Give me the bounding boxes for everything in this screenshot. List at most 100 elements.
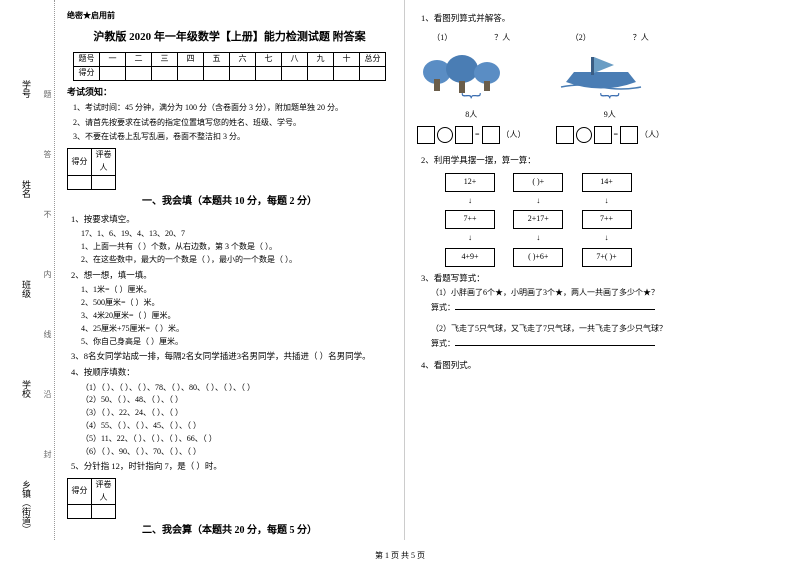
calc-col-b: ( )+ ↓ 2+17+ ↓ ( )+6+	[513, 170, 563, 270]
ca2: 7++	[445, 210, 495, 229]
arrow-icon: ↓	[582, 195, 632, 208]
bind-town: 乡镇（街道）	[20, 480, 33, 534]
bind-mark-e: 答	[42, 150, 53, 158]
notice-1: 1、考试时间：45 分钟，满分为 100 分（含卷面分 3 分），附加题单独 2…	[73, 102, 392, 115]
r1-q1: ？人	[494, 33, 510, 42]
q2: 2、想一想，填一填。	[71, 269, 392, 283]
r1: 1、看图列算式并解答。	[421, 12, 743, 26]
mini-score: 得分	[68, 149, 92, 176]
th-4: 四	[178, 53, 204, 67]
exam-page: 乡镇（街道） 学校 班级 姓名 学号 封 沿 线 内 不 答 题 绝密★启用前 …	[0, 0, 800, 540]
q4-5: （5）11、22、（ ）、（ ）、（ ）、66、（ ）	[81, 433, 392, 446]
q4-6: （6）（ ）、90、（ ）、70、（ ）、（ ）	[81, 446, 392, 459]
th-9: 九	[308, 53, 334, 67]
left-column: 绝密★启用前 沪教版 2020 年一年级数学【上册】能力检测试题 附答案 题号 …	[55, 0, 405, 540]
q2-sub2: 2、500厘米=（ ）米。	[81, 297, 392, 310]
exam-title: 沪教版 2020 年一年级数学【上册】能力检测试题 附答案	[67, 29, 392, 47]
arrow-icon: ↓	[513, 232, 563, 245]
unit-2: （人）	[640, 130, 664, 139]
q2-sub3: 3、4米20厘米=（ ）厘米。	[81, 310, 392, 323]
notice-2: 2、请首先按要求在试卷的指定位置填写您的姓名、班级、学号。	[73, 117, 392, 130]
bind-mark-b: 线	[42, 330, 53, 338]
th-2: 二	[126, 53, 152, 67]
section-1-title: 一、我会填（本题共 10 分，每题 2 分）	[67, 194, 392, 210]
cc2: 7++	[582, 210, 632, 229]
q4-1: （1）（ ）、（ ）、（ ）、78、（ ）、80、（ ）、（ ）、（ ）	[81, 382, 392, 395]
ca1: 12+	[445, 173, 495, 192]
unit-1: （人）	[502, 130, 526, 139]
binding-margin: 乡镇（街道） 学校 班级 姓名 学号 封 沿 线 内 不 答 题	[0, 0, 55, 540]
ans-label: 算式：	[431, 303, 455, 312]
bind-class: 班级	[20, 280, 33, 298]
boat-icon	[556, 47, 646, 97]
blank-sq	[417, 126, 435, 144]
calc-col-c: 14+ ↓ 7++ ↓ 7+( )+	[582, 170, 632, 270]
tree-drawing	[417, 44, 507, 99]
q2-sub4: 4、25厘米+75厘米=（ ）米。	[81, 323, 392, 336]
blank-op	[437, 127, 453, 143]
eq-row-1: = （人）	[417, 126, 526, 144]
arrow-icon: ↓	[445, 195, 495, 208]
arrow-icon: ↓	[582, 232, 632, 245]
secret-label: 绝密★启用前	[67, 10, 392, 23]
th-8: 八	[282, 53, 308, 67]
img-box-1: （1） ？人 ︸ 8人 =	[417, 32, 526, 149]
notice-3: 3、不要在试卷上乱写乱画，卷面不整洁扣 3 分。	[73, 131, 392, 144]
cc1: 14+	[582, 173, 632, 192]
cb3: ( )+6+	[513, 248, 563, 267]
r3-ans2: 算式：	[431, 336, 743, 351]
ca3: 4+9+	[445, 248, 495, 267]
eq-row-2: = （人）	[556, 126, 665, 144]
answer-line	[455, 336, 655, 346]
notice-title: 考试须知：	[67, 85, 392, 99]
r2: 2、利用学具摆一摆，算一算：	[421, 154, 743, 168]
ans-label: 算式：	[431, 339, 455, 348]
blank-sq	[594, 126, 612, 144]
calc-col-a: 12+ ↓ 7++ ↓ 4+9+	[445, 170, 495, 270]
bind-mark-a: 封	[42, 450, 53, 458]
brace-2: ︸	[556, 99, 665, 109]
tree-icon	[417, 47, 507, 97]
r4: 4、看图列式。	[421, 359, 743, 373]
section-2-title: 二、我会算（本题共 20 分，每题 5 分）	[67, 523, 392, 539]
calc-grid: 12+ ↓ 7++ ↓ 4+9+ ( )+ ↓ 2+17+ ↓ ( )+6+ 1…	[437, 170, 743, 270]
th-11: 总分	[360, 53, 386, 67]
th-1: 一	[100, 53, 126, 67]
mini-grader-2: 评卷人	[92, 478, 116, 505]
blank-op	[576, 127, 592, 143]
q3: 3、8名女同学站成一排，每隔2名女同学插进3名男同学，共插进（ ）名男同学。	[71, 350, 392, 364]
r1-8: 8人	[417, 109, 526, 122]
q4-3: （3）（ ）、22、24、（ ）、（ ）	[81, 407, 392, 420]
brace-1: ︸	[417, 99, 526, 109]
arrow-icon: ↓	[445, 232, 495, 245]
blank-sq	[620, 126, 638, 144]
r1-q2: ？人	[633, 33, 649, 42]
mini-score-2: 得分	[68, 478, 92, 505]
boat-drawing	[556, 44, 646, 99]
q5: 5、分针指 12，时针指向 7，是（ ）时。	[71, 460, 392, 474]
bind-name: 姓名	[20, 180, 33, 198]
q4: 4、按顺序填数：	[71, 366, 392, 380]
bind-id: 学号	[20, 80, 33, 98]
q4-4: （4）55、（ ）、（ ）、45、（ ）、（ ）	[81, 420, 392, 433]
q1-nums: 17、1、6、19、4、13、20、7	[81, 228, 392, 241]
mini-grader: 评卷人	[92, 149, 116, 176]
answer-line	[455, 300, 655, 310]
score-row-label: 得分	[74, 67, 100, 81]
r1-label2: （2）	[571, 33, 591, 42]
grader-table-2: 得分评卷人	[67, 478, 116, 520]
th-10: 十	[334, 53, 360, 67]
q2-sub1: 1、1米=（ ）厘米。	[81, 284, 392, 297]
r3-2: （2）飞走了5只气球，又飞走了7只气球，一共飞走了多少只气球？	[431, 323, 743, 336]
r1-label1: （1）	[432, 33, 452, 42]
cb1: ( )+	[513, 173, 563, 192]
blank-sq	[556, 126, 574, 144]
q4-2: （2）50、（ ）、48、（ ）、（ ）	[81, 394, 392, 407]
th-5: 五	[204, 53, 230, 67]
q1-sub2: 2、在这些数中，最大的一个数是（ ），最小的一个数是（ ）。	[81, 254, 392, 267]
blank-sq	[455, 126, 473, 144]
bind-mark-c: 内	[42, 270, 53, 278]
cb2: 2+17+	[513, 210, 563, 229]
blank-sq	[482, 126, 500, 144]
bind-mark-g: 沿	[42, 390, 53, 398]
